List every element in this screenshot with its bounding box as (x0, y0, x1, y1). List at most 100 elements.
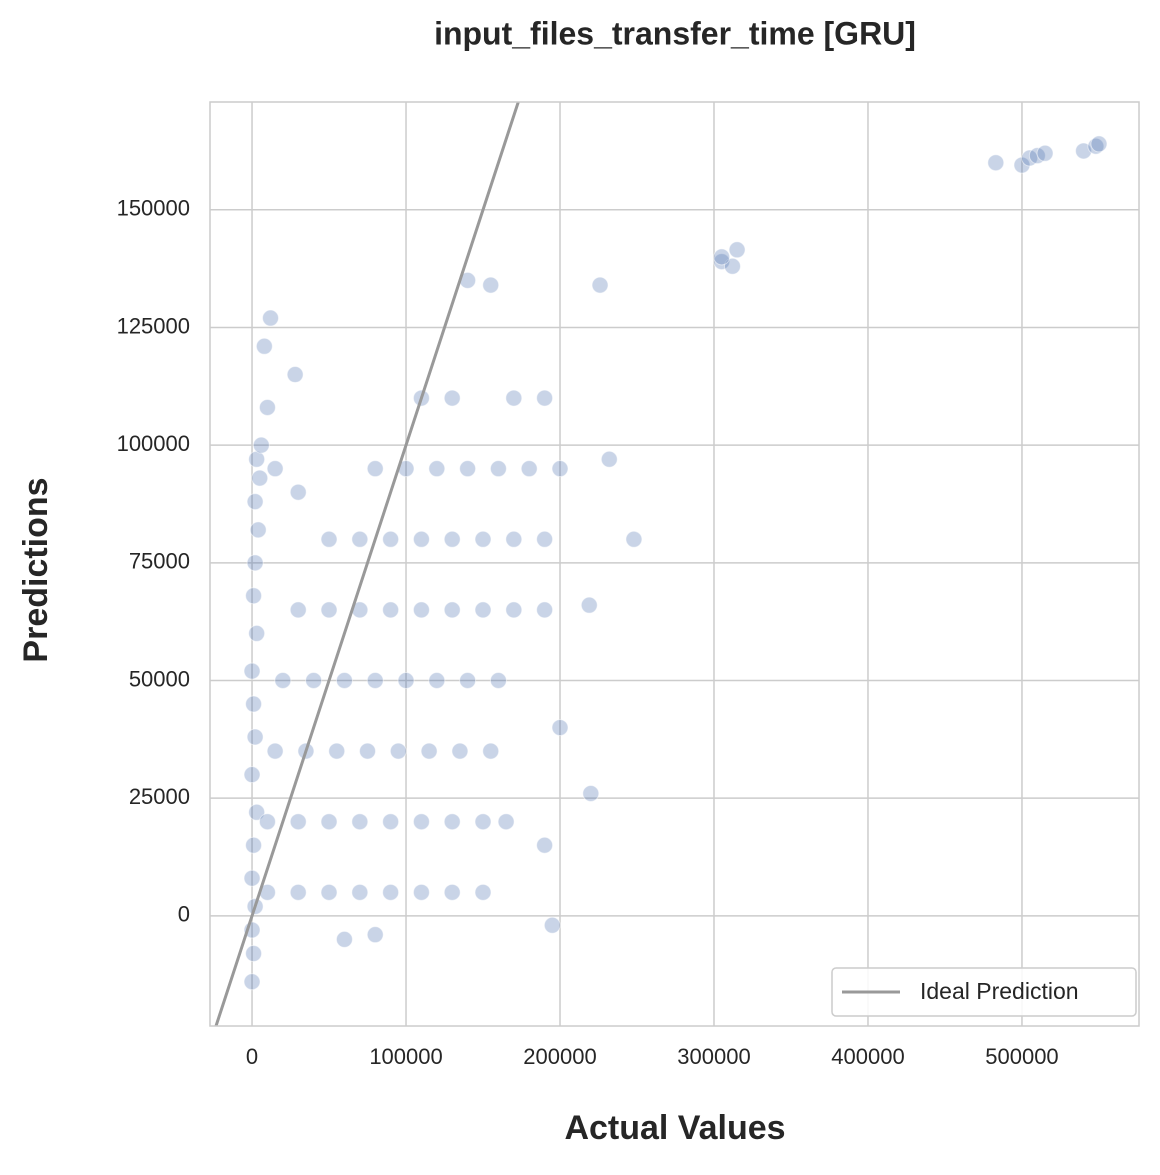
point (245, 587, 263, 605)
point (551, 460, 569, 478)
y-tick-label: 50000 (129, 666, 190, 691)
point (459, 672, 477, 690)
point (351, 813, 369, 831)
point (305, 672, 323, 690)
point (255, 337, 273, 355)
point (320, 813, 338, 831)
point (580, 596, 598, 614)
point (335, 672, 353, 690)
point (582, 784, 600, 802)
point (389, 742, 407, 760)
point (382, 813, 400, 831)
point (251, 469, 269, 487)
y-tick-label: 150000 (117, 196, 190, 221)
ideal-line-group (214, 102, 520, 1026)
legend: Ideal Prediction (831, 967, 1137, 1017)
x-tick-label: 300000 (677, 1044, 750, 1069)
point (286, 366, 304, 384)
points (243, 135, 1108, 991)
x-axis-label: Actual Values (564, 1109, 785, 1147)
point (248, 624, 266, 642)
point (248, 450, 266, 468)
point (366, 460, 384, 478)
grid (210, 102, 1139, 1026)
point (243, 869, 261, 887)
point (246, 554, 264, 572)
point (320, 601, 338, 619)
point (412, 601, 430, 619)
point (428, 460, 446, 478)
point (320, 530, 338, 548)
point (420, 742, 438, 760)
point (397, 672, 415, 690)
point (412, 530, 430, 548)
point (382, 883, 400, 901)
point (245, 836, 263, 854)
point (335, 930, 353, 948)
point (266, 460, 284, 478)
point (351, 530, 369, 548)
point (536, 836, 554, 854)
plot-frame (209, 101, 1140, 1027)
point (536, 530, 554, 548)
y-tick-label: 25000 (129, 784, 190, 809)
point (243, 662, 261, 680)
point (246, 493, 264, 511)
point (1036, 144, 1054, 162)
ideal-line (214, 102, 520, 1026)
point (497, 813, 515, 831)
point (443, 389, 461, 407)
point (723, 257, 741, 275)
point (428, 672, 446, 690)
point (248, 803, 266, 821)
point (543, 916, 561, 934)
y-tick-label: 0 (178, 902, 190, 927)
point (482, 276, 500, 294)
y-tick-label: 75000 (129, 549, 190, 574)
point (536, 601, 554, 619)
point (489, 460, 507, 478)
point (443, 530, 461, 548)
y-axis-label: Predictions (17, 477, 55, 662)
point (243, 973, 261, 991)
point (320, 883, 338, 901)
point (459, 460, 477, 478)
point (482, 742, 500, 760)
point (262, 309, 280, 327)
point (382, 601, 400, 619)
point (505, 601, 523, 619)
x-tick-label: 200000 (523, 1044, 596, 1069)
point (351, 883, 369, 901)
point (713, 248, 731, 266)
x-tick-label: 500000 (985, 1044, 1058, 1069)
point (245, 945, 263, 963)
point (443, 601, 461, 619)
point (289, 483, 307, 501)
legend-box (831, 967, 1137, 1017)
point (505, 530, 523, 548)
point (249, 521, 267, 539)
point (289, 601, 307, 619)
point (520, 460, 538, 478)
point (245, 695, 263, 713)
point (252, 436, 270, 454)
point (412, 813, 430, 831)
point (366, 672, 384, 690)
point (474, 883, 492, 901)
point (382, 530, 400, 548)
y-tick-label: 125000 (117, 313, 190, 338)
point (328, 742, 346, 760)
point (359, 742, 377, 760)
y-tick-label: 100000 (117, 431, 190, 456)
legend-label: Ideal Prediction (920, 978, 1079, 1004)
point (505, 389, 523, 407)
point (451, 742, 469, 760)
point (551, 719, 569, 737)
point (412, 883, 430, 901)
point (1087, 137, 1105, 155)
point (266, 742, 284, 760)
point (474, 530, 492, 548)
point (258, 398, 276, 416)
point (443, 883, 461, 901)
